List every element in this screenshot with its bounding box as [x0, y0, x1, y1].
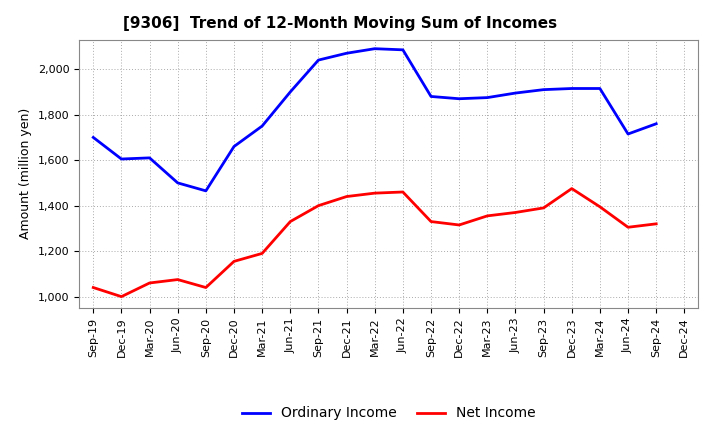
Net Income — [89, 285, 98, 290]
Ordinary Income — [89, 135, 98, 140]
Net Income — [342, 194, 351, 199]
Net Income — [117, 294, 126, 299]
Ordinary Income — [145, 155, 154, 161]
Ordinary Income — [455, 96, 464, 101]
Net Income — [174, 277, 182, 282]
Ordinary Income — [286, 89, 294, 95]
Ordinary Income — [595, 86, 604, 91]
Net Income — [286, 219, 294, 224]
Net Income — [567, 186, 576, 191]
Net Income — [314, 203, 323, 208]
Y-axis label: Amount (million yen): Amount (million yen) — [19, 108, 32, 239]
Net Income — [455, 222, 464, 227]
Net Income — [202, 285, 210, 290]
Ordinary Income — [652, 121, 660, 126]
Ordinary Income — [511, 90, 520, 95]
Ordinary Income — [174, 180, 182, 186]
Net Income — [624, 224, 632, 230]
Net Income — [595, 204, 604, 209]
Net Income — [511, 210, 520, 215]
Net Income — [145, 280, 154, 286]
Ordinary Income — [342, 51, 351, 56]
Ordinary Income — [370, 46, 379, 51]
Net Income — [370, 191, 379, 196]
Line: Ordinary Income: Ordinary Income — [94, 49, 656, 191]
Line: Net Income: Net Income — [94, 189, 656, 297]
Net Income — [652, 221, 660, 227]
Legend: Ordinary Income, Net Income: Ordinary Income, Net Income — [236, 401, 541, 426]
Text: [9306]  Trend of 12-Month Moving Sum of Incomes: [9306] Trend of 12-Month Moving Sum of I… — [122, 16, 557, 32]
Ordinary Income — [258, 123, 266, 128]
Net Income — [483, 213, 492, 219]
Ordinary Income — [567, 86, 576, 91]
Net Income — [258, 251, 266, 256]
Ordinary Income — [117, 156, 126, 161]
Ordinary Income — [314, 58, 323, 63]
Ordinary Income — [202, 188, 210, 194]
Net Income — [230, 259, 238, 264]
Ordinary Income — [539, 87, 548, 92]
Ordinary Income — [399, 47, 408, 52]
Net Income — [399, 189, 408, 194]
Ordinary Income — [427, 94, 436, 99]
Net Income — [539, 205, 548, 211]
Ordinary Income — [624, 132, 632, 137]
Ordinary Income — [483, 95, 492, 100]
Net Income — [427, 219, 436, 224]
Ordinary Income — [230, 144, 238, 149]
